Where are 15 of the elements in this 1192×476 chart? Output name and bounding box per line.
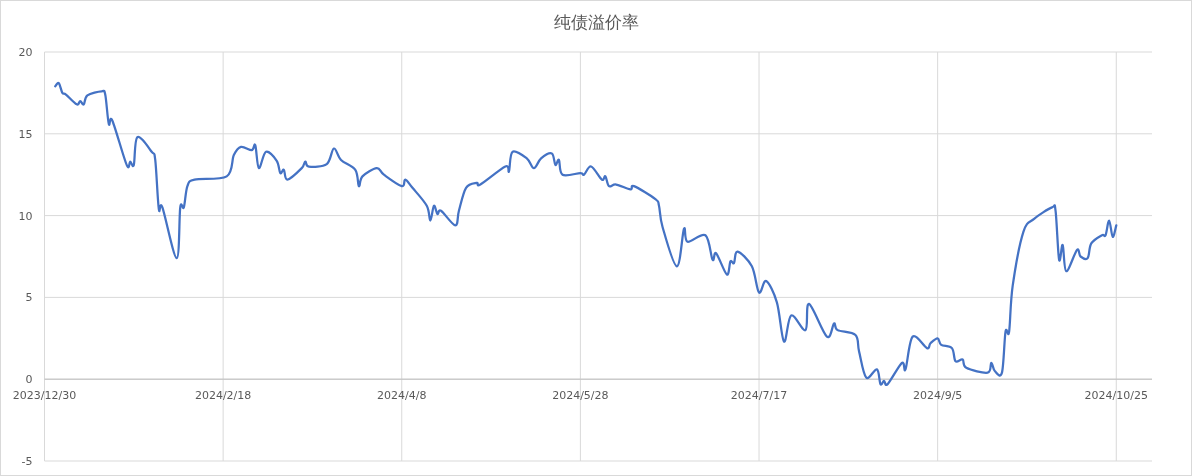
chart-title: 纯债溢价率 [553, 12, 639, 32]
y-tick-label: 5 [25, 291, 33, 305]
x-tick-label: 2024/5/28 [552, 389, 609, 403]
x-tick-label: 2024/9/5 [912, 389, 963, 403]
x-tick-label: 2023/12/30 [12, 389, 77, 403]
y-tick-label: -5 [21, 455, 33, 468]
y-tick-label: 15 [18, 127, 33, 141]
x-tick-label: 2024/2/18 [194, 389, 252, 403]
x-tick-label: 2024/10/25 [1084, 389, 1148, 403]
y-tick-label: 0 [25, 373, 33, 387]
x-tick-label: 2024/4/8 [377, 389, 427, 403]
y-tick-label: 20 [18, 46, 33, 59]
y-tick-label: 10 [18, 209, 33, 223]
line-series [54, 81, 1118, 386]
x-tick-label: 2024/7/17 [730, 389, 788, 403]
